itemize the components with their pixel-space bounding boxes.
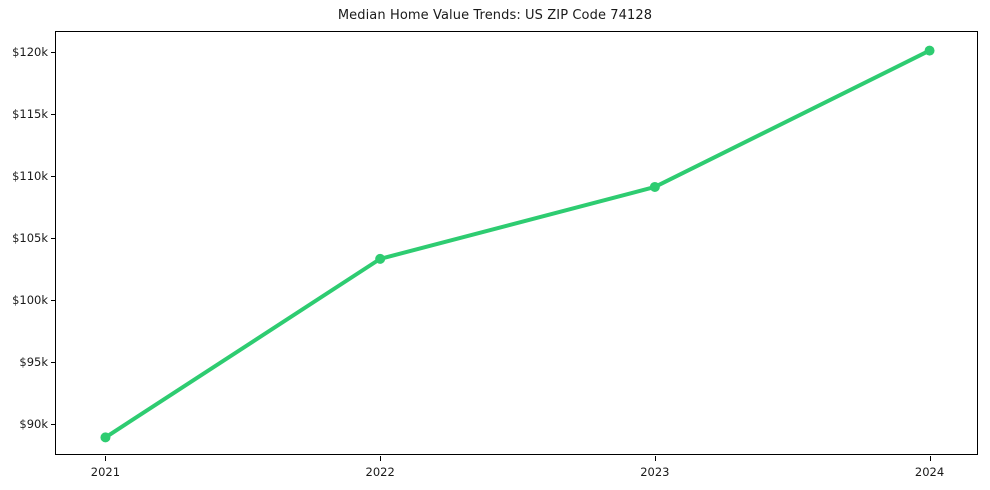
data-point-2022: [375, 253, 386, 264]
line-series-layer: [100, 45, 935, 443]
data-point-2021: [100, 432, 111, 443]
y-tick-label: $90k: [19, 416, 48, 431]
x-tick-label: 2023: [640, 465, 670, 479]
plot-inner: $90k $95k $100k $105k $110k $115k $120k 2021 20…: [12, 32, 979, 479]
x-tick-mark: [929, 456, 931, 461]
y-tick-mark: [51, 175, 56, 177]
x-tick-mark: [105, 456, 107, 461]
plot-area: $90k $95k $100k $105k $110k $115k $120k 2021 20…: [12, 31, 979, 479]
y-tick-label: $105k: [12, 230, 48, 245]
chart-title: Median Home Value Trends: US ZIP Code 74…: [337, 8, 653, 23]
y-tick-mark: [51, 299, 56, 301]
y-tick-mark: [51, 361, 56, 363]
y-tick-mark: [51, 51, 56, 53]
y-tick-label: $95k: [19, 354, 48, 369]
y-tick-label: $100k: [12, 292, 48, 307]
x-tick-mark: [380, 456, 382, 461]
data-point-markers: [100, 45, 935, 443]
y-tick-label: $120k: [12, 44, 48, 59]
x-tick-label: 2021: [90, 465, 121, 479]
x-tick-mark: [654, 456, 656, 461]
y-tick-label: $115k: [12, 106, 48, 121]
y-tick-mark: [51, 237, 56, 239]
x-tick-label: 2024: [914, 465, 945, 479]
x-tick-label: 2022: [365, 465, 395, 479]
data-point-2024: [924, 45, 935, 56]
data-point-2023: [649, 181, 660, 192]
y-tick-label: $110k: [12, 168, 48, 183]
line-path: [103, 48, 932, 440]
y-tick-mark: [51, 423, 56, 425]
y-tick-mark: [51, 113, 56, 115]
